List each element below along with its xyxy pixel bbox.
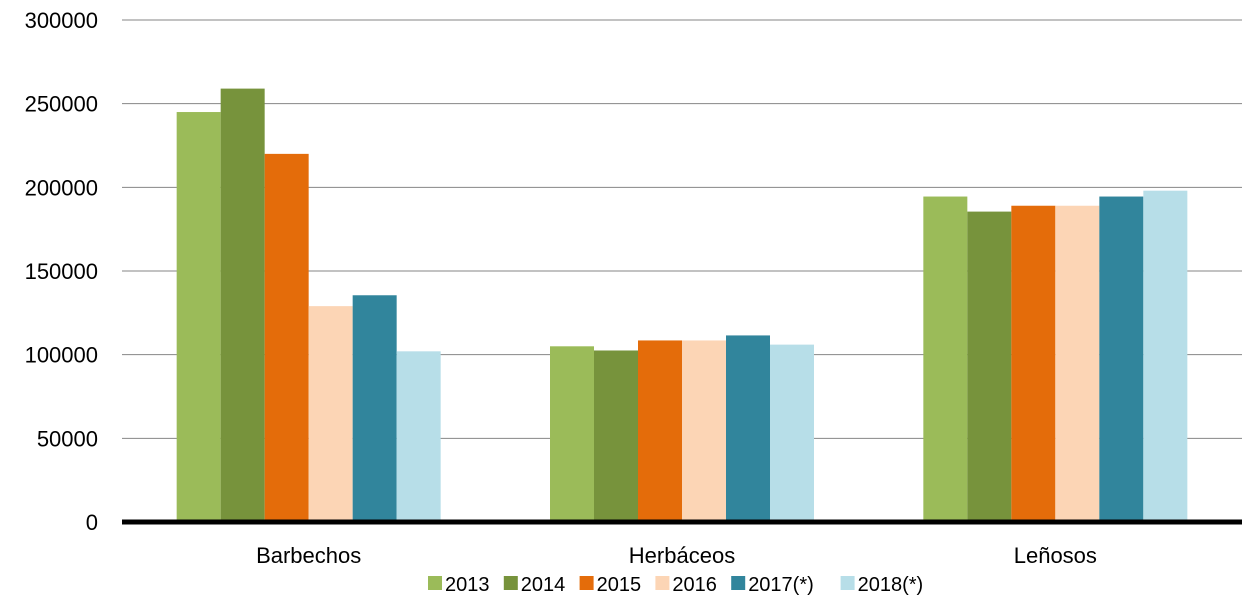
y-tick-label: 50000 (37, 426, 98, 451)
bars (177, 89, 1188, 522)
y-tick-label: 150000 (25, 259, 98, 284)
bar-2015-0 (265, 154, 309, 522)
x-category-label: Leñosos (1014, 543, 1097, 568)
bar-2018-0 (397, 351, 441, 522)
bar-2018-2 (1143, 191, 1187, 522)
x-axis-category-labels: Barbechos Herbáceos Leñosos (256, 543, 1097, 568)
y-tick-label: 250000 (25, 92, 98, 117)
bar-2018-1 (770, 345, 814, 522)
legend-swatch (580, 576, 594, 590)
legend: 2013 2014 2015 2016 2017(*) 2018(*) (428, 574, 923, 596)
bar-2014-2 (967, 212, 1011, 522)
legend-swatch (504, 576, 518, 590)
bar-2017-0 (353, 295, 397, 522)
bar-2013-2 (923, 197, 967, 522)
bar-2015-2 (1011, 206, 1055, 522)
x-category-label: Barbechos (256, 543, 361, 568)
bar-2014-1 (594, 350, 638, 522)
bar-2015-1 (638, 340, 682, 522)
bar-2016-1 (682, 340, 726, 522)
legend-swatch (731, 576, 745, 590)
bar-2013-1 (550, 346, 594, 522)
bar-2017-1 (726, 335, 770, 522)
y-tick-label: 0 (86, 510, 98, 535)
bar-2016-0 (309, 306, 353, 522)
y-axis-tick-labels: 0 50000 100000 150000 200000 250000 300000 (25, 8, 98, 535)
legend-label: 2013 (445, 574, 490, 596)
bar-2014-0 (221, 89, 265, 522)
bar-2013-0 (177, 112, 221, 522)
bar-2017-2 (1099, 197, 1143, 522)
y-tick-label: 100000 (25, 343, 98, 368)
bar-2016-2 (1055, 206, 1099, 522)
legend-label: 2014 (521, 574, 566, 596)
y-tick-label: 300000 (25, 8, 98, 33)
legend-label: 2018(*) (858, 574, 924, 596)
legend-label: 2015 (597, 574, 642, 596)
legend-swatch (841, 576, 855, 590)
legend-label: 2016 (672, 574, 717, 596)
legend-swatch (655, 576, 669, 590)
legend-label: 2017(*) (748, 574, 814, 596)
x-category-label: Herbáceos (629, 543, 735, 568)
y-tick-label: 200000 (25, 175, 98, 200)
legend-swatch (428, 576, 442, 590)
